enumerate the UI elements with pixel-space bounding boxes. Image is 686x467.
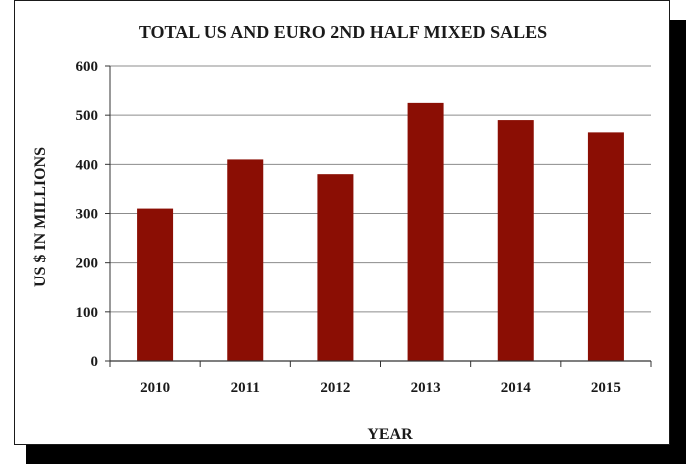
x-axis-ticks: 2010 2011 2012 2013 2014 2015 [140, 380, 621, 396]
x-tick-label: 2010 [140, 380, 170, 396]
y-axis-ticks: 0 100 200 300 400 500 600 [76, 59, 99, 370]
chart-title: TOTAL US AND EURO 2ND HALF MIXED SALES [139, 22, 547, 42]
y-tick-label: 600 [76, 59, 99, 75]
x-tick-label: 2015 [591, 380, 621, 396]
y-tick-label: 200 [76, 256, 99, 272]
x-tick-label: 2011 [231, 380, 260, 396]
y-tick-label: 100 [76, 305, 99, 321]
y-tick-label: 0 [91, 354, 99, 370]
x-tick-label: 2014 [501, 380, 532, 396]
bar-2011 [227, 159, 264, 361]
y-tick-label: 400 [76, 157, 99, 173]
bar-2012 [317, 174, 354, 361]
bar-2015 [587, 132, 624, 361]
bar-2010 [137, 208, 174, 361]
x-axis-label: YEAR [367, 426, 413, 443]
x-tick-label: 2012 [320, 380, 350, 396]
y-axis-label: US $ IN MILLIONS [32, 147, 49, 287]
axes [105, 65, 652, 367]
y-tick-label: 500 [76, 108, 99, 124]
x-tick-label: 2013 [411, 380, 441, 396]
bars [137, 102, 624, 361]
bar-2014 [497, 120, 534, 361]
gridlines [110, 65, 651, 313]
y-tick-label: 300 [76, 207, 99, 223]
bar-2013 [407, 102, 444, 361]
